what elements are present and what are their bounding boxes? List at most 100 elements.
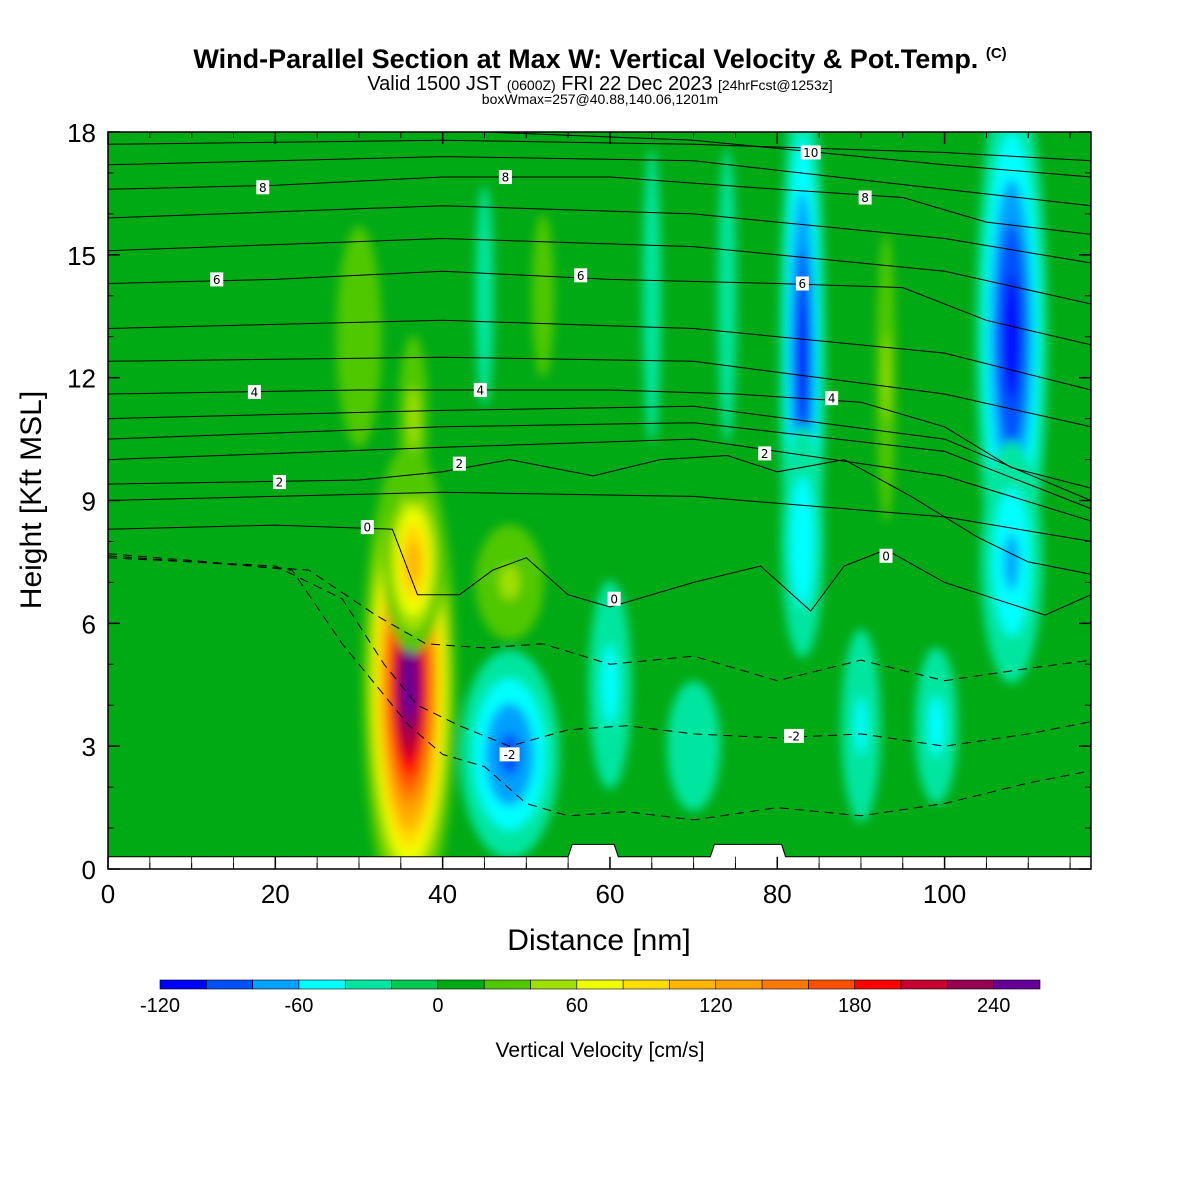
velocity-cell-band [531,213,555,378]
y-tick-label: 12 [67,364,96,394]
theta-contour-2 [108,454,1091,575]
colorbar-swatch [344,979,392,990]
velocity-cell-band [790,476,815,607]
contour-labels: 8 8 8 10 6 6 6 4 4 4 2 2 2 0 0 0 -2 -2 [210,145,893,762]
contour-label-box [360,520,374,535]
contour-label-text: 0 [364,521,372,535]
x-tick-label: 40 [428,879,457,909]
velocity-cell-band [407,386,420,451]
contour-label: 4 [247,384,261,399]
velocity-cell-band [797,299,807,415]
x-tick-label: 100 [923,879,966,909]
contour-label-box [498,170,512,185]
colorbar-swatch [483,979,531,990]
x-tick-label: 60 [595,879,624,909]
contour-label: 8 [498,170,512,185]
velocity-cell-band [928,695,945,756]
potential-temperature-contours [108,132,1091,821]
x-axis-label: Distance [nm] [507,924,690,957]
colorbar-tick-label: 180 [838,995,871,1017]
x-tick-label: 20 [261,879,290,909]
contour-label: 6 [210,272,224,287]
colorbar-swatch [669,979,717,990]
contour-label: 4 [473,382,487,397]
contour-label-box [273,475,287,490]
contour-label-text: 10 [803,146,818,160]
contour-label-box [784,728,805,743]
velocity-cell-band [601,645,619,725]
velocity-cell-band [1003,274,1020,400]
chart-subtitle-2: boxWmax=257@40.88,140.06,1201m [481,91,719,107]
colorbar-label: Vertical Velocity [cm/s] [496,1039,705,1062]
velocity-cell-band [883,334,889,421]
contour-label-text: 6 [799,277,807,291]
contour-label: 6 [795,276,809,291]
velocity-cell-band [642,148,661,444]
contour-label-text: 4 [251,385,259,399]
contour-label-text: 0 [882,549,890,563]
contour-label-text: 8 [502,171,510,185]
colorbar-swatch [715,979,763,990]
theta-contour [108,205,1091,264]
contour-label-box [795,276,809,291]
y-axis-label: Height [Kft MSL] [15,391,48,609]
colorbar-tick-label: 240 [977,995,1010,1017]
colorbar-swatch [900,979,948,990]
contour-label: 2 [758,446,772,461]
field-cells [336,132,1048,869]
velocity-cell-band [855,697,867,755]
colorbar-swatch [252,979,300,990]
contour-label-text: 8 [259,181,267,195]
theta-contour [108,356,1091,428]
theta-contour-0 [108,524,1091,616]
colorbar-swatch [947,979,994,990]
contour-label: 2 [273,475,287,490]
velocity-cell-band [336,226,382,448]
theta-contour [108,422,1091,510]
x-tick-label: 0 [101,879,115,909]
contour-label: 0 [607,591,621,606]
contour-label: 2 [452,456,466,471]
contour-label-text: 6 [577,269,585,283]
velocity-cell-band [475,185,494,407]
colorbar-tick-label: 120 [699,995,732,1017]
contour-label: 0 [879,548,893,563]
theta-contour [108,237,1091,305]
contour-label: -2 [784,728,805,743]
theta-contour [108,139,1091,162]
colorbar: -120 -60 0 60 120 180 240 [140,979,1041,1017]
theta-contour [108,319,1091,391]
theta-contour--4 [108,553,1091,821]
contour-label-box [210,272,224,287]
contour-label-text: 0 [610,592,618,606]
chart-title: Wind-Parallel Section at Max W: Vertical… [193,44,1007,74]
colorbar-swatch [761,979,809,990]
contour-label-box [247,384,261,399]
contour-label-box [607,591,621,606]
contour-label-text: 2 [456,457,464,471]
y-tick-label: 3 [82,732,96,762]
theta-contour [108,438,1091,522]
contour-label-box [758,446,772,461]
colorbar-swatch [391,979,439,990]
contour-label-text: 6 [213,273,221,287]
theta-contour [108,156,1091,207]
colorbar-swatch [993,979,1041,990]
contour-label: 8 [256,180,270,195]
colorbar-swatch [437,979,485,990]
theta-contour [108,491,1091,542]
vertical-velocity-field [108,132,1091,869]
colorbar-tick-label: 0 [432,995,443,1017]
contour-label-box [879,548,893,563]
contour-label-box [452,456,466,471]
theta-contour--1 [108,555,1091,682]
contour-label-box [800,145,821,160]
colorbar-swatch [530,979,578,990]
colorbar-swatch [159,979,207,990]
contour-label-box [825,391,839,406]
velocity-cell-band [718,148,737,444]
contour-label-text: -2 [504,748,516,762]
y-tick-label: 6 [82,609,96,639]
colorbar-swatch [854,979,902,990]
